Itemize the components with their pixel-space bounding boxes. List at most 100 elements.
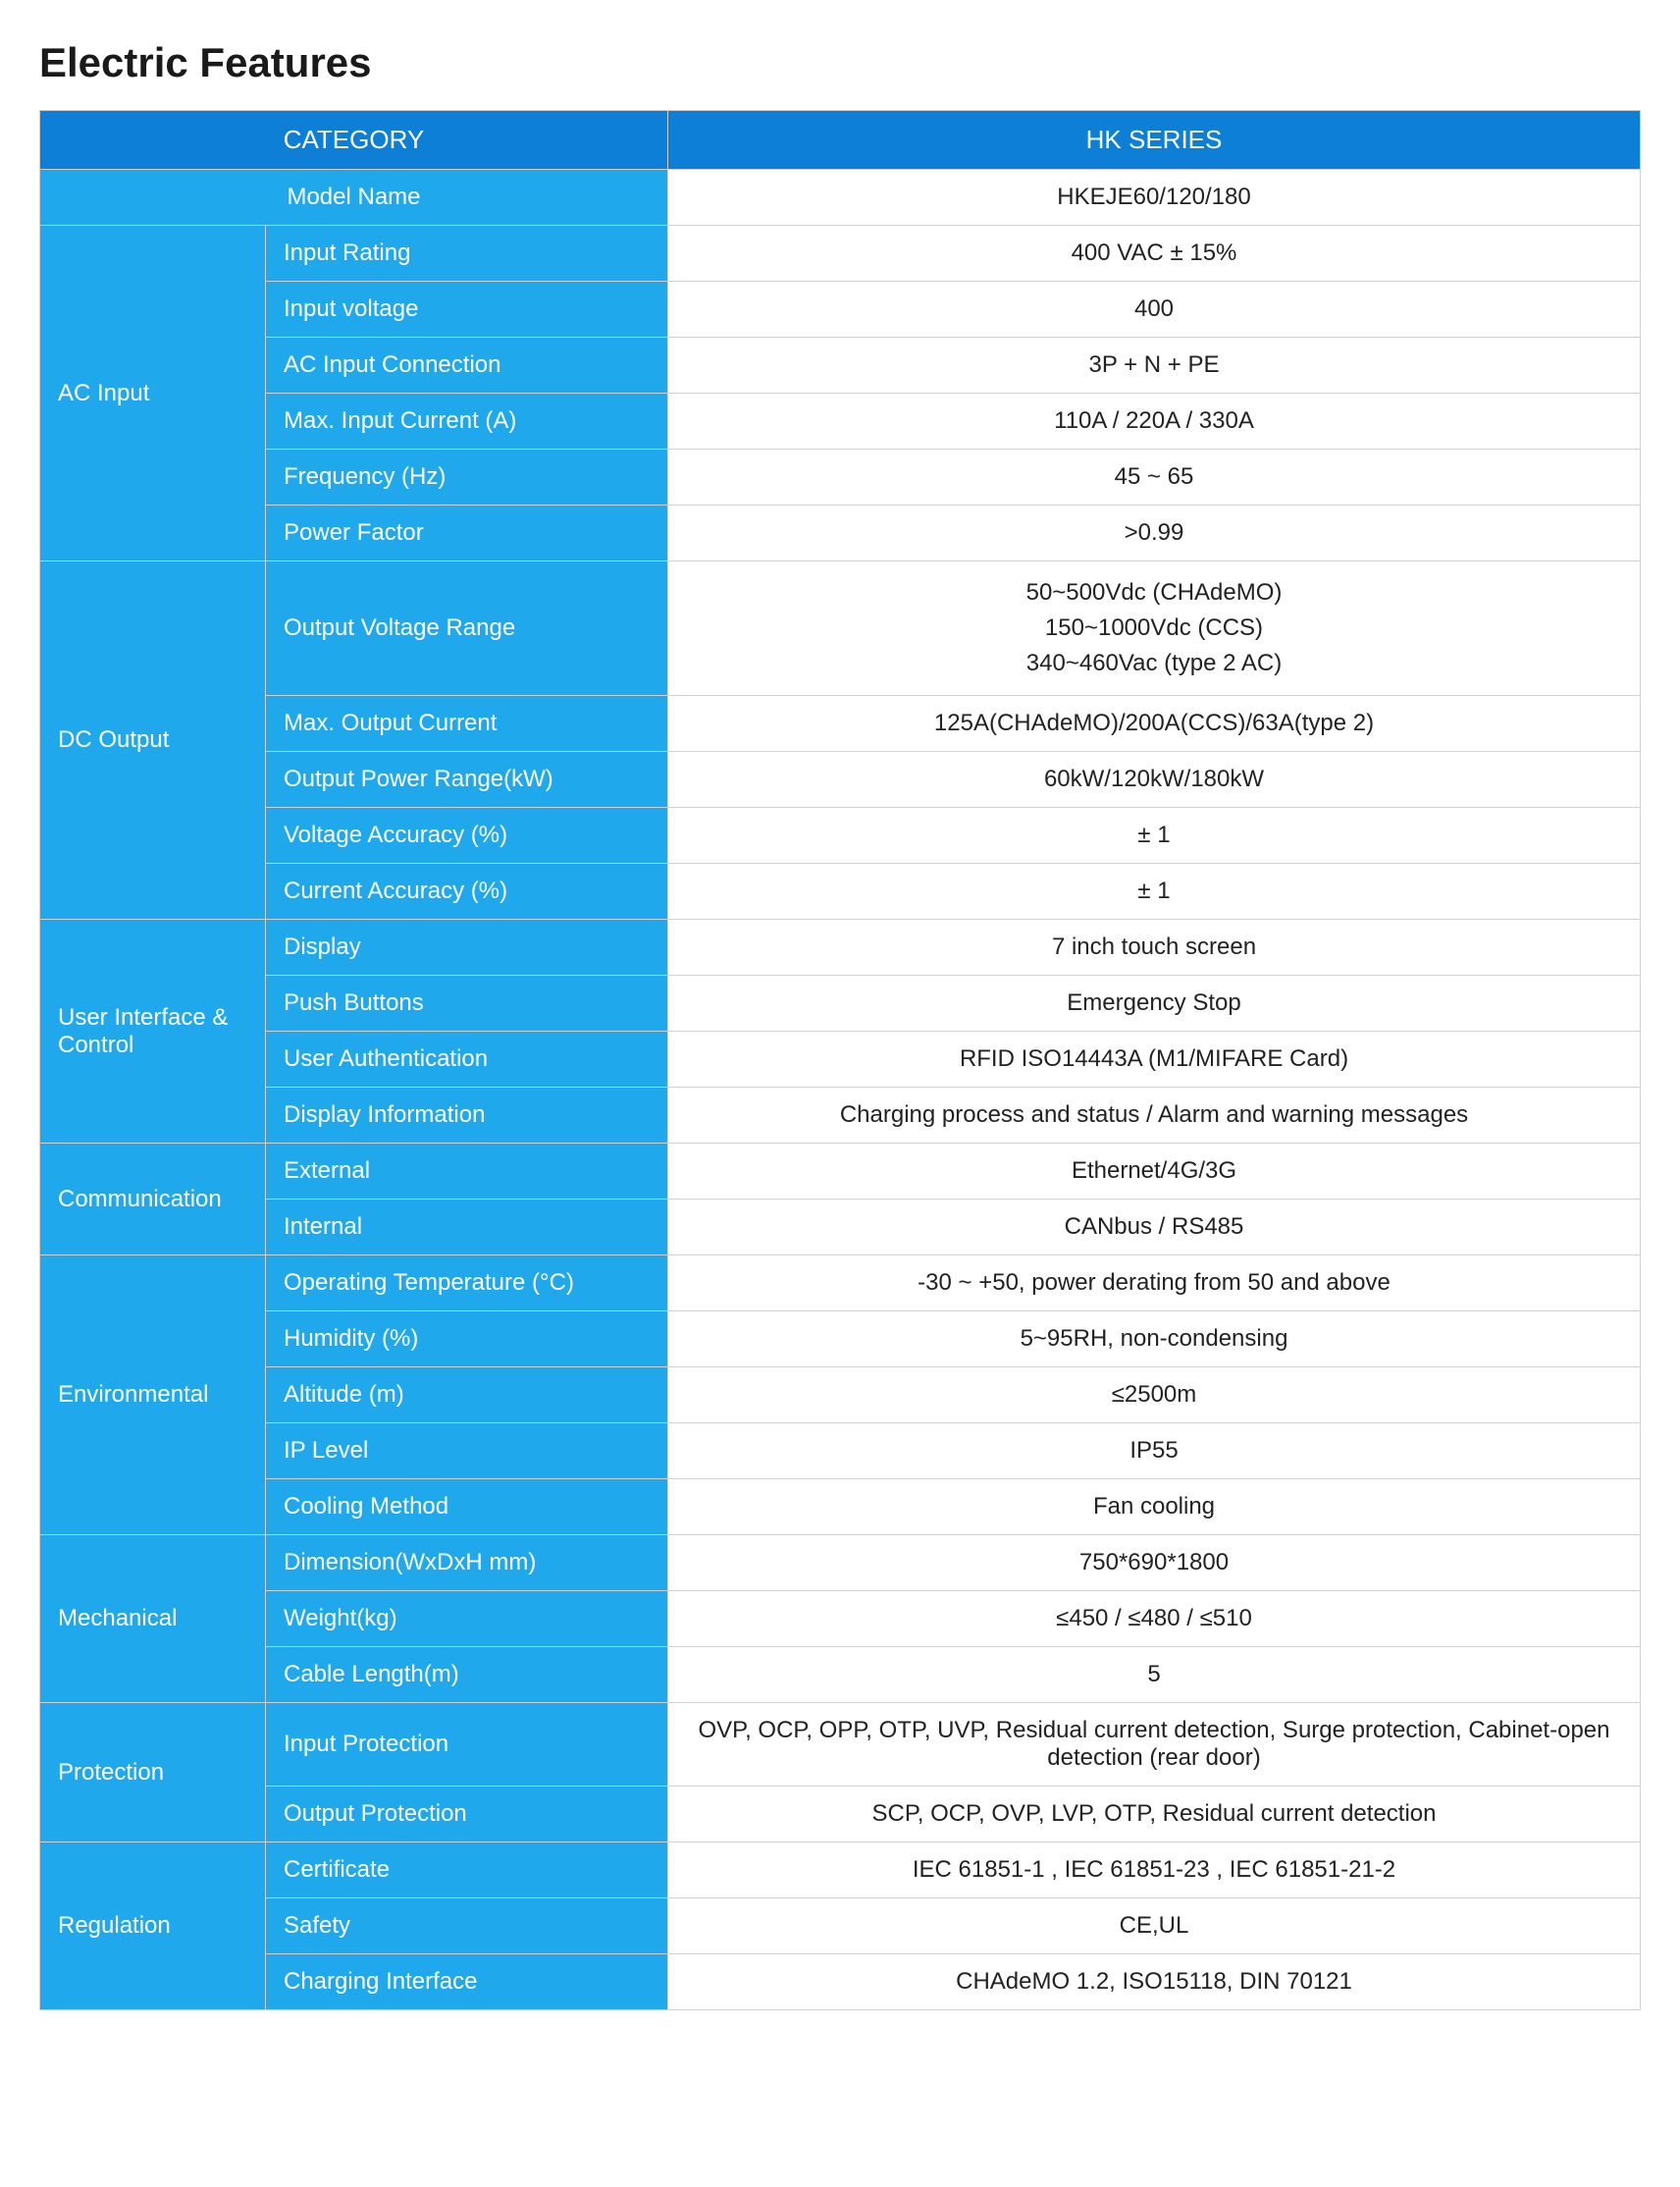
category-cell: AC Input bbox=[40, 226, 266, 561]
value-cell: RFID ISO14443A (M1/MIFARE Card) bbox=[668, 1032, 1641, 1088]
category-cell: User Interface & Control bbox=[40, 920, 266, 1144]
category-cell: Protection bbox=[40, 1703, 266, 1842]
header-category: CATEGORY bbox=[40, 111, 668, 170]
param-cell: Input Rating bbox=[266, 226, 668, 282]
table-row: Current Accuracy (%)± 1 bbox=[40, 864, 1641, 920]
value-cell: 750*690*1800 bbox=[668, 1535, 1641, 1591]
value-cell: 50~500Vdc (CHAdeMO)150~1000Vdc (CCS)340~… bbox=[668, 561, 1641, 696]
category-cell: Communication bbox=[40, 1144, 266, 1255]
table-row: Charging InterfaceCHAdeMO 1.2, ISO15118,… bbox=[40, 1954, 1641, 2010]
table-row: Weight(kg)≤450 / ≤480 / ≤510 bbox=[40, 1591, 1641, 1647]
param-cell: Display bbox=[266, 920, 668, 976]
table-row: Voltage Accuracy (%)± 1 bbox=[40, 808, 1641, 864]
table-row: EnvironmentalOperating Temperature (°C)-… bbox=[40, 1255, 1641, 1311]
table-row: InternalCANbus / RS485 bbox=[40, 1200, 1641, 1255]
param-cell: AC Input Connection bbox=[266, 338, 668, 394]
value-cell: CHAdeMO 1.2, ISO15118, DIN 70121 bbox=[668, 1954, 1641, 2010]
table-row: Frequency (Hz)45 ~ 65 bbox=[40, 450, 1641, 506]
value-cell: -30 ~ +50, power derating from 50 and ab… bbox=[668, 1255, 1641, 1311]
value-cell: ± 1 bbox=[668, 808, 1641, 864]
spec-table: CATEGORY HK SERIES Model Name HKEJE60/12… bbox=[39, 110, 1641, 2010]
value-cell: Emergency Stop bbox=[668, 976, 1641, 1032]
table-row: AC Input Connection3P + N + PE bbox=[40, 338, 1641, 394]
param-cell: Operating Temperature (°C) bbox=[266, 1255, 668, 1311]
value-cell: Fan cooling bbox=[668, 1479, 1641, 1535]
table-row: Max. Output Current125A(CHAdeMO)/200A(CC… bbox=[40, 696, 1641, 752]
value-cell: IEC 61851-1 , IEC 61851-23 , IEC 61851-2… bbox=[668, 1842, 1641, 1898]
value-cell: 5~95RH, non-condensing bbox=[668, 1311, 1641, 1367]
table-row: Cable Length(m)5 bbox=[40, 1647, 1641, 1703]
value-cell: 7 inch touch screen bbox=[668, 920, 1641, 976]
value-cell: IP55 bbox=[668, 1423, 1641, 1479]
param-cell: Frequency (Hz) bbox=[266, 450, 668, 506]
table-row: MechanicalDimension(WxDxH mm)750*690*180… bbox=[40, 1535, 1641, 1591]
table-row: ProtectionInput ProtectionOVP, OCP, OPP,… bbox=[40, 1703, 1641, 1787]
model-label: Model Name bbox=[40, 170, 668, 226]
table-row: Power Factor>0.99 bbox=[40, 506, 1641, 561]
category-cell: Mechanical bbox=[40, 1535, 266, 1703]
table-row: DC OutputOutput Voltage Range50~500Vdc (… bbox=[40, 561, 1641, 696]
param-cell: Dimension(WxDxH mm) bbox=[266, 1535, 668, 1591]
param-cell: Display Information bbox=[266, 1088, 668, 1144]
value-cell: CE,UL bbox=[668, 1898, 1641, 1954]
value-cell: Charging process and status / Alarm and … bbox=[668, 1088, 1641, 1144]
value-cell: ≤450 / ≤480 / ≤510 bbox=[668, 1591, 1641, 1647]
model-row: Model Name HKEJE60/120/180 bbox=[40, 170, 1641, 226]
table-row: RegulationCertificateIEC 61851-1 , IEC 6… bbox=[40, 1842, 1641, 1898]
table-row: Output Power Range(kW)60kW/120kW/180kW bbox=[40, 752, 1641, 808]
param-cell: Humidity (%) bbox=[266, 1311, 668, 1367]
table-row: AC InputInput Rating400 VAC ± 15% bbox=[40, 226, 1641, 282]
param-cell: Altitude (m) bbox=[266, 1367, 668, 1423]
category-cell: Regulation bbox=[40, 1842, 266, 2010]
table-row: Max. Input Current (A)110A / 220A / 330A bbox=[40, 394, 1641, 450]
value-cell: 5 bbox=[668, 1647, 1641, 1703]
param-cell: Safety bbox=[266, 1898, 668, 1954]
table-row: IP LevelIP55 bbox=[40, 1423, 1641, 1479]
value-cell: ± 1 bbox=[668, 864, 1641, 920]
param-cell: Cooling Method bbox=[266, 1479, 668, 1535]
category-cell: Environmental bbox=[40, 1255, 266, 1535]
param-cell: Max. Output Current bbox=[266, 696, 668, 752]
value-cell: 125A(CHAdeMO)/200A(CCS)/63A(type 2) bbox=[668, 696, 1641, 752]
value-cell: SCP, OCP, OVP, LVP, OTP, Residual curren… bbox=[668, 1787, 1641, 1842]
table-row: Humidity (%)5~95RH, non-condensing bbox=[40, 1311, 1641, 1367]
param-cell: User Authentication bbox=[266, 1032, 668, 1088]
param-cell: Cable Length(m) bbox=[266, 1647, 668, 1703]
table-row: SafetyCE,UL bbox=[40, 1898, 1641, 1954]
value-cell: CANbus / RS485 bbox=[668, 1200, 1641, 1255]
param-cell: Output Protection bbox=[266, 1787, 668, 1842]
table-row: Cooling MethodFan cooling bbox=[40, 1479, 1641, 1535]
param-cell: Certificate bbox=[266, 1842, 668, 1898]
table-row: Push ButtonsEmergency Stop bbox=[40, 976, 1641, 1032]
table-row: User Interface & ControlDisplay7 inch to… bbox=[40, 920, 1641, 976]
value-cell: 400 bbox=[668, 282, 1641, 338]
param-cell: External bbox=[266, 1144, 668, 1200]
param-cell: Output Voltage Range bbox=[266, 561, 668, 696]
table-row: User AuthenticationRFID ISO14443A (M1/MI… bbox=[40, 1032, 1641, 1088]
param-cell: Output Power Range(kW) bbox=[266, 752, 668, 808]
table-row: CommunicationExternalEthernet/4G/3G bbox=[40, 1144, 1641, 1200]
value-cell: 3P + N + PE bbox=[668, 338, 1641, 394]
param-cell: IP Level bbox=[266, 1423, 668, 1479]
param-cell: Weight(kg) bbox=[266, 1591, 668, 1647]
header-series: HK SERIES bbox=[668, 111, 1641, 170]
value-cell: 400 VAC ± 15% bbox=[668, 226, 1641, 282]
category-cell: DC Output bbox=[40, 561, 266, 920]
param-cell: Push Buttons bbox=[266, 976, 668, 1032]
model-value: HKEJE60/120/180 bbox=[668, 170, 1641, 226]
value-cell: 60kW/120kW/180kW bbox=[668, 752, 1641, 808]
param-cell: Current Accuracy (%) bbox=[266, 864, 668, 920]
value-cell: >0.99 bbox=[668, 506, 1641, 561]
table-row: Output ProtectionSCP, OCP, OVP, LVP, OTP… bbox=[40, 1787, 1641, 1842]
param-cell: Power Factor bbox=[266, 506, 668, 561]
page-title: Electric Features bbox=[39, 39, 1641, 86]
value-cell: 110A / 220A / 330A bbox=[668, 394, 1641, 450]
header-row: CATEGORY HK SERIES bbox=[40, 111, 1641, 170]
value-cell: ≤2500m bbox=[668, 1367, 1641, 1423]
value-cell: 45 ~ 65 bbox=[668, 450, 1641, 506]
param-cell: Internal bbox=[266, 1200, 668, 1255]
value-cell: OVP, OCP, OPP, OTP, UVP, Residual curren… bbox=[668, 1703, 1641, 1787]
param-cell: Input Protection bbox=[266, 1703, 668, 1787]
table-row: Display InformationCharging process and … bbox=[40, 1088, 1641, 1144]
param-cell: Max. Input Current (A) bbox=[266, 394, 668, 450]
